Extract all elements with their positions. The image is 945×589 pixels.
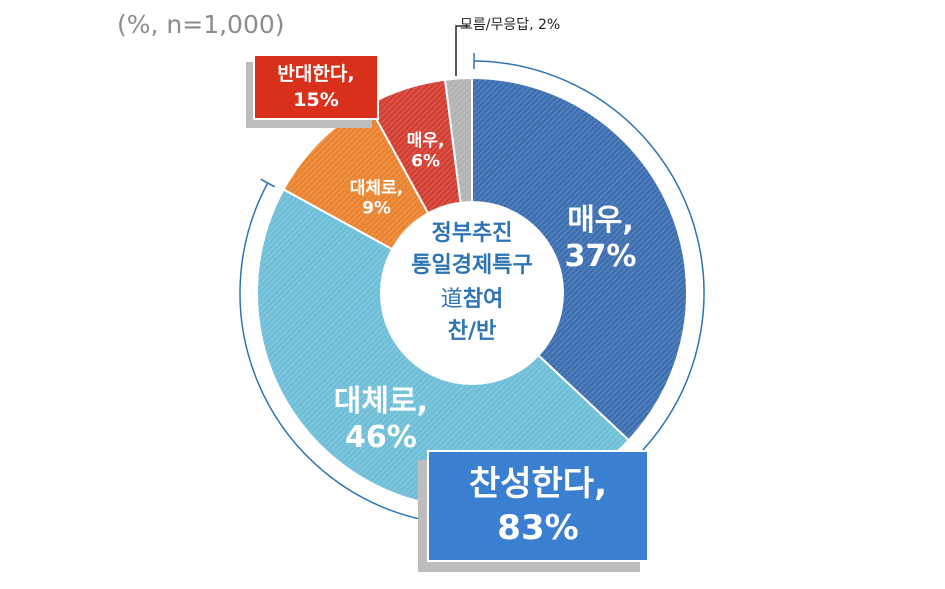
center-line1: 정부추진 [432,221,513,246]
slice-label-value-somewhat-agree: 46% [345,420,417,455]
slice-label-name-strongly-agree: 매우, [567,203,634,238]
slice-label-value-strongly-agree: 37% [565,239,637,274]
support-value: 83% [497,508,579,548]
oppose-value: 15% [293,89,339,111]
donut-hole [380,201,564,385]
sample-note: (%, n=1,000) [117,10,285,39]
slice-label-value-strongly-oppose: 6% [411,152,440,172]
dont-know-label: 모름/무응답, 2% [460,17,561,33]
slice-label-strongly-agree: 매우, 37% [565,203,637,274]
slice-label-name-somewhat-agree: 대체로, [334,384,428,419]
center-line2: 통일경제특구 [411,253,532,278]
center-line3-rest: 참여 [463,287,503,312]
slice-label-strongly-oppose: 매우, 6% [407,131,445,171]
slice-label-name-strongly-oppose: 매우, [407,131,445,151]
slice-label-name-somewhat-oppose: 대체로, [350,178,403,198]
oppose-label: 반대한다, [277,63,355,85]
dont-know-leader [455,25,470,76]
slice-labels: 매우, 37%대체로, 46%대체로, 9%매우, 6% [334,131,637,455]
oppose-callout: 반대한다, 15% [253,54,379,120]
center-hanja: 道 [441,287,463,312]
slice-label-somewhat-oppose: 대체로, 9% [350,178,403,218]
support-callout: 찬성한다, 83% [427,450,649,562]
slice-label-value-somewhat-oppose: 9% [362,199,391,219]
slice-label-somewhat-agree: 대체로, 46% [334,384,428,455]
support-label: 찬성한다, [468,464,608,504]
slice-hatch-strongly-agree [472,78,688,441]
support-arc-tick-1 [260,178,276,188]
center-line4: 찬/반 [448,319,497,344]
center-line3: 道참여 [441,287,504,312]
